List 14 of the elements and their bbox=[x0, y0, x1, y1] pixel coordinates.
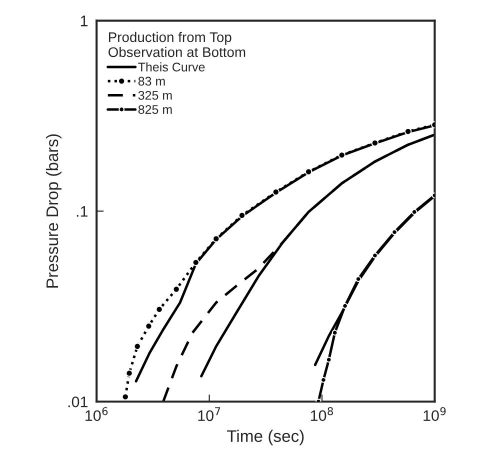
legend-label: 825 m bbox=[138, 105, 172, 114]
x-tick-label: 10$^{7}$ bbox=[198, 407, 220, 422]
legend-label: 83 m bbox=[138, 76, 165, 86]
y-tick-label: 1 bbox=[80, 16, 88, 26]
x-tick-label: 10$^{6}$ bbox=[86, 407, 108, 422]
legend-label: 325 m bbox=[138, 90, 172, 100]
y-tick-label: .1 bbox=[76, 206, 88, 217]
y-tick-label: .01 bbox=[68, 396, 88, 408]
x-axis-title: Time (sec) bbox=[226, 430, 304, 446]
legend-title: Production from Top Observation at Bottom bbox=[108, 32, 246, 58]
x-tick-label: 10$^{9}$ bbox=[424, 407, 446, 422]
x-tick-label: 10$^{8}$ bbox=[310, 407, 333, 422]
legend-label: Theis Curve bbox=[138, 62, 205, 72]
y-axis-title: Pressure Drop (bars) bbox=[46, 134, 62, 288]
